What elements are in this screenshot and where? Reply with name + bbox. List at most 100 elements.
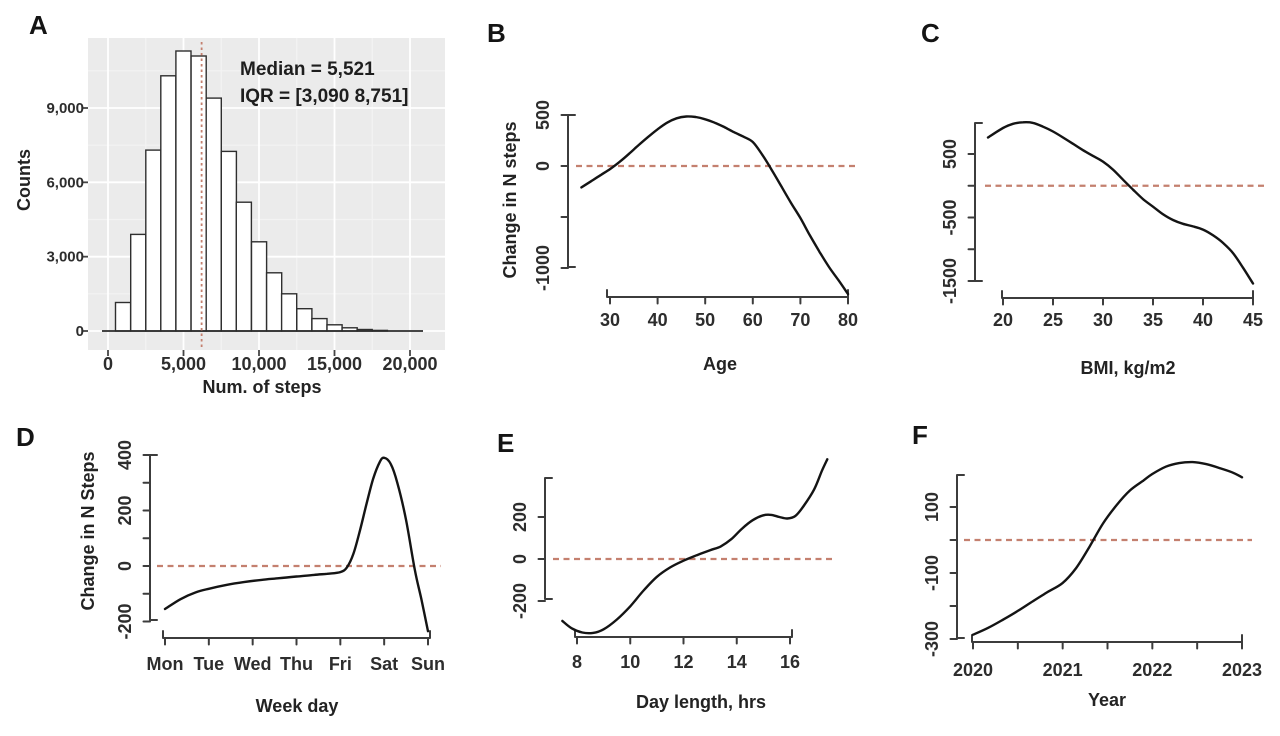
panel-f-label: F [912, 420, 928, 450]
panel-b: 500 0 -1000 30 40 50 60 70 80 B Change in N step… [460, 0, 880, 400]
panel-f-x-axis-title: Year [1087, 690, 1127, 710]
svg-text:60: 60 [743, 310, 763, 330]
iqr-annotation-line: IQR = [3,090 8,751] [240, 86, 409, 107]
svg-text:2023: 2023 [1222, 660, 1262, 680]
svg-text:45: 45 [1243, 310, 1263, 330]
panel-d-x-axis-title: Week day [255, 696, 339, 716]
svg-text:0: 0 [115, 561, 135, 571]
svg-text:35: 35 [1143, 310, 1163, 330]
x-axis: 20 25 30 35 40 45 [993, 290, 1263, 330]
svg-text:0: 0 [533, 161, 553, 171]
svg-text:-100: -100 [922, 555, 942, 591]
panel-e-x-axis-title: Day length, hrs [635, 692, 767, 712]
y-axis: 100 -100 -300 [922, 474, 965, 657]
svg-text:Wed: Wed [234, 654, 272, 674]
x-axis: Mon Tue Wed Thu Fri Sat Sun [147, 630, 445, 674]
svg-text:10,000: 10,000 [231, 354, 286, 374]
trend-curve [986, 120, 1255, 285]
svg-text:-200: -200 [115, 603, 135, 639]
y-axis: 500 0 -1000 [533, 100, 576, 291]
svg-text:5,000: 5,000 [161, 354, 206, 374]
svg-text:25: 25 [1043, 310, 1063, 330]
trend-curve [561, 458, 829, 635]
svg-text:Tue: Tue [193, 654, 224, 674]
axis-ticks: 0 5,000 10,000 15,000 20,000 0 3,000 6,000 9,000 [46, 100, 437, 374]
x-axis: 30 40 50 60 70 80 [600, 289, 858, 330]
svg-text:9,000: 9,000 [46, 100, 84, 117]
svg-text:0: 0 [103, 354, 113, 374]
panel-a-x-axis-title: Num. of steps [202, 377, 322, 397]
panel-b-x-axis-title: Age [702, 354, 738, 374]
trend-curve [580, 115, 850, 296]
svg-text:16: 16 [780, 652, 800, 672]
svg-text:14: 14 [727, 652, 747, 672]
svg-text:-1000: -1000 [533, 245, 553, 291]
panel-f: 100 -100 -300 2020 2021 2022 2023 F Year [880, 400, 1280, 736]
svg-text:Fri: Fri [329, 654, 352, 674]
svg-text:40: 40 [648, 310, 668, 330]
svg-text:40: 40 [1193, 310, 1213, 330]
y-axis: 500 -500 -1500 [940, 122, 983, 304]
svg-text:15,000: 15,000 [307, 354, 362, 374]
svg-text:12: 12 [673, 652, 693, 672]
panel-a: 0 5,000 10,000 15,000 20,000 0 3,000 6,000 9,000… [0, 0, 460, 400]
panel-a-label: A [29, 10, 48, 40]
svg-text:0: 0 [76, 323, 84, 340]
svg-text:2022: 2022 [1132, 660, 1172, 680]
svg-text:20,000: 20,000 [382, 354, 437, 374]
svg-text:3,000: 3,000 [46, 249, 84, 266]
panel-b-chart: 500 0 -1000 30 40 50 60 70 80 [533, 100, 858, 330]
y-axis: 200 0 -200 [510, 477, 553, 619]
panel-d-label: D [16, 422, 35, 452]
x-axis: 2020 2021 2022 2023 [953, 634, 1262, 680]
svg-text:-1500: -1500 [940, 258, 960, 304]
svg-text:-500: -500 [940, 199, 960, 235]
panel-a-y-axis-title: Counts [14, 149, 34, 211]
panel-e-chart: 200 0 -200 8 10 12 14 16 [510, 458, 832, 672]
svg-text:50: 50 [695, 310, 715, 330]
svg-text:-200: -200 [510, 583, 530, 619]
svg-text:8: 8 [572, 652, 582, 672]
svg-text:70: 70 [790, 310, 810, 330]
svg-text:Thu: Thu [280, 654, 313, 674]
svg-text:-300: -300 [922, 621, 942, 657]
svg-text:Sat: Sat [370, 654, 398, 674]
svg-text:6,000: 6,000 [46, 174, 84, 191]
panel-c-chart: 500 -500 -1500 20 25 30 35 40 45 [940, 120, 1268, 330]
trend-curve [971, 460, 1244, 636]
panel-f-chart: 100 -100 -300 2020 2021 2022 2023 [922, 460, 1262, 680]
panel-c: 500 -500 -1500 20 25 30 35 40 45 C BMI, kg/m2 [880, 0, 1280, 400]
svg-text:30: 30 [1093, 310, 1113, 330]
panel-e-label: E [497, 428, 515, 458]
panel-d-y-axis-title: Change in N Steps [78, 451, 98, 611]
panel-d: 400 200 0 -200 Mon Tue Wed Thu Fri Sat Sun D Chang… [0, 400, 480, 736]
svg-text:2021: 2021 [1043, 660, 1083, 680]
panel-d-chart: 400 200 0 -200 Mon Tue Wed Thu Fri Sat Sun [115, 440, 445, 674]
median-iqr-annotation: Median = 5,521 IQR = [3,090 8,751] [240, 56, 408, 110]
svg-text:100: 100 [922, 492, 942, 522]
svg-text:20: 20 [993, 310, 1013, 330]
svg-text:400: 400 [115, 440, 135, 470]
svg-text:0: 0 [510, 554, 530, 564]
svg-text:Sun: Sun [411, 654, 445, 674]
panel-c-x-axis-title: BMI, kg/m2 [1080, 358, 1176, 378]
panel-a-chart: 0 5,000 10,000 15,000 20,000 0 3,000 6,000 9,000 [46, 38, 445, 374]
svg-text:Mon: Mon [147, 654, 184, 674]
svg-text:500: 500 [940, 139, 960, 169]
panel-c-label: C [921, 18, 940, 48]
trend-curve [163, 456, 430, 633]
svg-text:10: 10 [620, 652, 640, 672]
svg-text:200: 200 [115, 495, 135, 525]
panel-b-label: B [487, 18, 506, 48]
svg-text:30: 30 [600, 310, 620, 330]
panel-b-y-axis-title: Change in N steps [500, 121, 520, 279]
svg-text:2020: 2020 [953, 660, 993, 680]
x-axis: 8 10 12 14 16 [572, 629, 800, 672]
svg-text:80: 80 [838, 310, 858, 330]
y-axis: 400 200 0 -200 [115, 440, 158, 640]
median-annotation-line: Median = 5,521 [240, 59, 375, 80]
panel-e: 200 0 -200 8 10 12 14 16 E Day length, hrs [480, 400, 900, 736]
svg-text:200: 200 [510, 502, 530, 532]
svg-text:500: 500 [533, 100, 553, 130]
